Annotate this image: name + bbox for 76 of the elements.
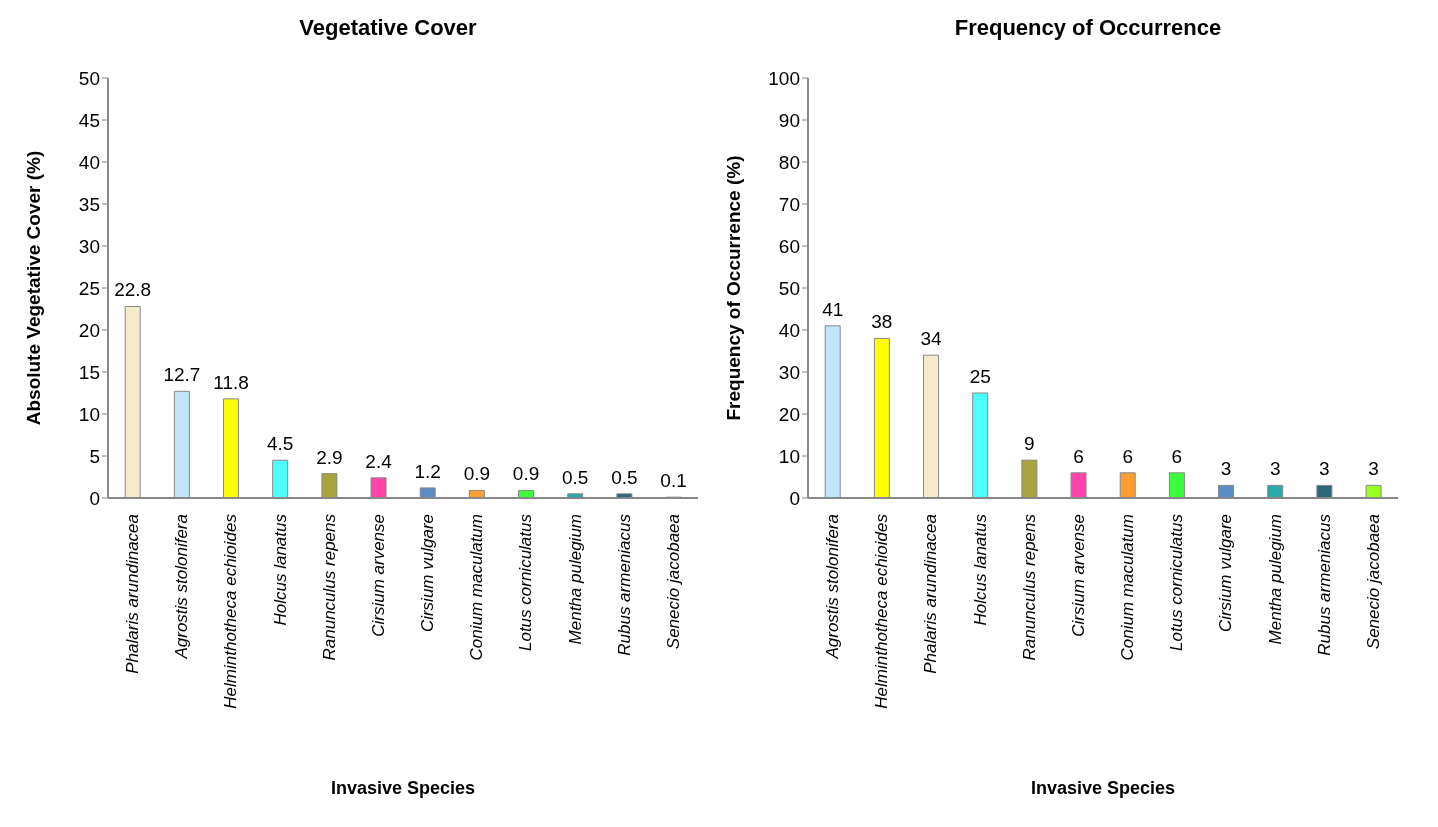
y-tick-label: 10	[78, 403, 100, 425]
y-tick-label: 5	[89, 445, 100, 467]
data-label: 22.8	[114, 279, 152, 301]
x-tick-label: Conium maculatum	[1118, 514, 1138, 661]
data-label: 0.5	[611, 466, 638, 488]
x-tick-label: Helminthotheca echioides	[221, 513, 241, 709]
data-label: 3	[1269, 458, 1281, 480]
data-label: 12.7	[163, 364, 201, 386]
y-tick-label: 10	[778, 445, 800, 467]
x-tick-label: Conium maculatum	[467, 514, 487, 661]
y-tick-label: 25	[78, 277, 100, 299]
x-tick-label: Mentha pulegium	[565, 514, 585, 645]
data-label: 6	[1171, 445, 1183, 467]
y-tick-label: 0	[789, 487, 800, 509]
x-tick-label: Cirsium arvense	[1068, 514, 1088, 637]
y-tick-label: 15	[78, 361, 100, 383]
y-tick-label: 90	[778, 109, 800, 131]
y-tick-label: 60	[778, 235, 800, 257]
y-tick-label: 40	[78, 151, 100, 173]
x-tick-label: Cirsium arvense	[368, 514, 388, 637]
data-label: 3	[1220, 458, 1232, 480]
y-tick-label: 0	[89, 487, 100, 509]
y-tick-label: 20	[78, 319, 100, 341]
x-tick-label: Senecio jacobaea	[663, 514, 683, 650]
data-label: 6	[1073, 445, 1084, 467]
y-tick-label: 30	[78, 235, 100, 257]
y-tick-label: 35	[78, 193, 100, 215]
data-label: 38	[871, 311, 893, 333]
x-tick-label: Mentha pulegium	[1265, 514, 1285, 645]
y-axis-title: Frequency of Occurrence (%)	[722, 155, 744, 421]
y-tick-label: 50	[778, 277, 800, 299]
y-tick-label: 40	[778, 319, 800, 341]
x-tick-label: Holcus lanatus	[970, 513, 990, 626]
y-tick-label: 100	[768, 67, 800, 89]
y-tick-label: 70	[778, 193, 800, 215]
x-axis-title: Invasive Species	[1029, 778, 1177, 799]
y-tick-label: 20	[778, 403, 800, 425]
y-tick-label: 80	[778, 151, 800, 173]
x-tick-label: Lotus corniculatus	[516, 513, 536, 652]
data-label: 34	[920, 328, 943, 350]
x-tick-label: Lotus corniculatus	[1167, 513, 1187, 652]
x-tick-label: Phalaris arundinacea	[921, 514, 941, 674]
x-tick-label: Senecio jacobaea	[1363, 514, 1383, 650]
data-label: 11.8	[213, 371, 249, 393]
data-label: 0.9	[512, 463, 540, 485]
x-tick-label: Ranunculus repens	[319, 513, 339, 661]
x-tick-label: Cirsium vulgare	[1216, 514, 1236, 633]
x-tick-label: Agrostis stolonifera	[823, 514, 843, 660]
x-axis-title: Invasive Species	[329, 778, 477, 799]
x-tick-label: Phalaris arundinacea	[123, 514, 143, 674]
data-label: 6	[1122, 445, 1133, 467]
data-label: 0.1	[660, 470, 687, 492]
y-tick-label: 45	[78, 109, 100, 131]
data-label: 2.4	[365, 450, 393, 472]
chart-title: Vegetative Cover	[298, 14, 478, 42]
data-label: 3	[1319, 458, 1330, 480]
x-tick-label: Rubus armeniacus	[614, 513, 634, 656]
data-label: 0.5	[562, 466, 589, 488]
data-label: 2.9	[316, 446, 343, 468]
y-tick-label: 50	[78, 67, 100, 89]
x-tick-label: Holcus lanatus	[270, 513, 290, 626]
y-axis-title: Absolute Vegetative Cover (%)	[22, 150, 44, 426]
x-tick-label: Helminthotheca echioides	[872, 513, 892, 709]
data-label: 1.2	[414, 460, 441, 482]
x-tick-label: Rubus armeniacus	[1314, 513, 1334, 656]
data-label: 25	[969, 366, 991, 387]
y-tick-label: 30	[778, 361, 800, 383]
data-label: 3	[1368, 458, 1379, 480]
x-tick-label: Agrostis stolonifera	[172, 514, 192, 660]
data-label: 41	[822, 298, 844, 320]
x-tick-label: Cirsium vulgare	[418, 514, 438, 633]
data-label: 0.9	[463, 463, 491, 485]
chart-title: Frequency of Occurrence	[953, 14, 1223, 42]
data-label: 4.5	[267, 433, 294, 455]
data-label: 9	[1024, 433, 1035, 455]
x-tick-label: Ranunculus repens	[1019, 513, 1039, 661]
